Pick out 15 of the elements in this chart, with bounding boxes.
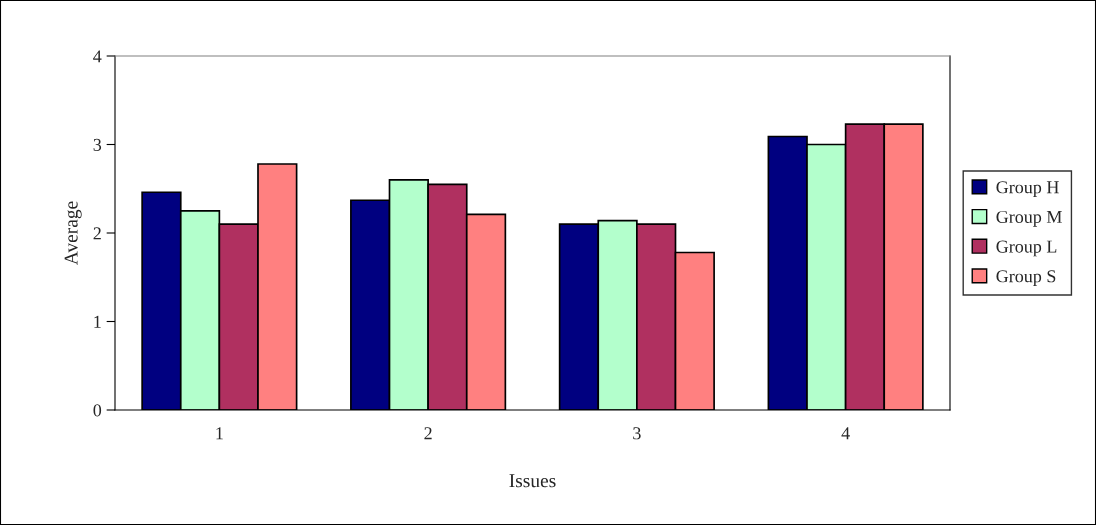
- x-tick-label: 1: [216, 427, 223, 440]
- legend-label: Group H: [996, 181, 1059, 198]
- y-tick-label: 3: [93, 138, 102, 151]
- x-tick-label: 3: [633, 427, 641, 440]
- legend-label: Group S: [996, 270, 1056, 287]
- x-tick-label: 4: [841, 427, 850, 440]
- y-tick-label: 0: [93, 404, 102, 417]
- legend-label: Group L: [996, 240, 1057, 257]
- legend-label: Group M: [996, 210, 1062, 227]
- y-tick-label: 1: [94, 315, 101, 328]
- y-tick-label: 4: [93, 50, 102, 63]
- y-axis-title: Average: [64, 201, 82, 266]
- y-tick-label: 2: [93, 227, 101, 240]
- x-axis-title: Issues: [509, 474, 556, 488]
- x-tick-label: 2: [424, 427, 432, 440]
